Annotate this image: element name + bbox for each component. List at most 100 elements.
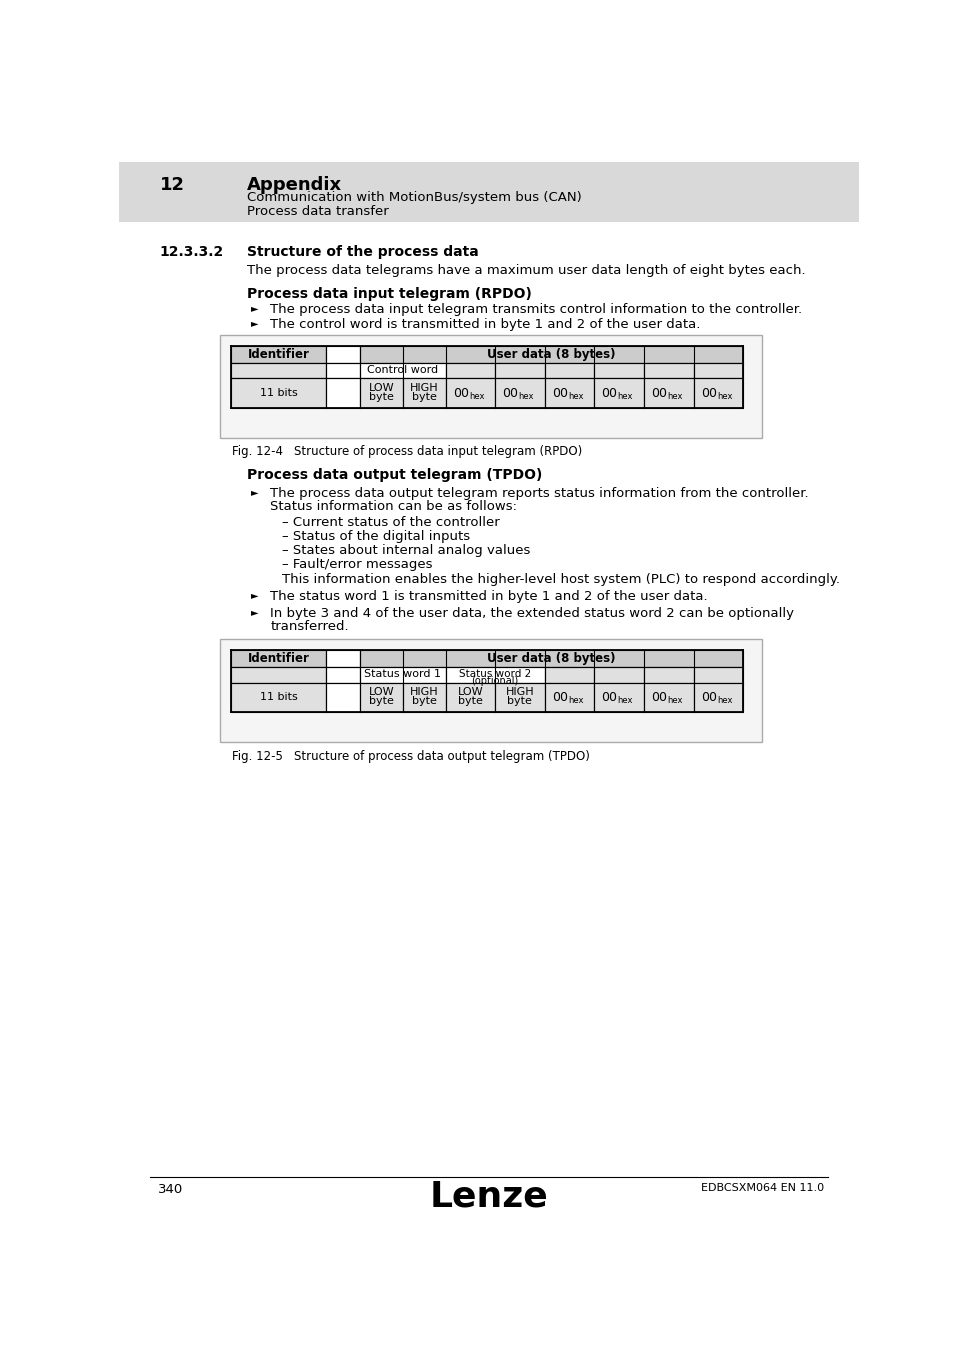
Text: The process data output telegram reports status information from the controller.: The process data output telegram reports… [270,487,808,500]
Bar [544,378,594,408]
Text: 00: 00 [601,691,617,703]
Text: hex: hex [617,392,633,401]
Text: 00: 00 [700,386,716,400]
Text: 00: 00 [552,691,567,703]
Bar [231,346,326,363]
Text: 12: 12 [159,176,184,194]
Text: ►: ► [251,590,258,601]
Text: User data (8 bytes): User data (8 bytes) [487,652,616,666]
Text: byte: byte [369,697,394,706]
Text: Control word: Control word [367,366,438,375]
Bar [326,667,360,683]
Bar [594,683,643,711]
Text: ►: ► [251,319,258,328]
Text: ►: ► [251,608,258,617]
Bar [231,378,326,408]
Bar [220,335,761,437]
Text: Identifier: Identifier [248,348,309,362]
Bar [220,640,761,741]
Text: hex: hex [567,392,583,401]
Text: Process data input telegram (RPDO): Process data input telegram (RPDO) [247,286,532,301]
Bar [693,363,742,378]
Bar [231,683,326,711]
Bar [643,378,693,408]
Text: Appendix: Appendix [247,176,342,194]
Text: Fig. 12-5: Fig. 12-5 [232,749,282,763]
Text: byte: byte [412,393,436,402]
Text: The process data telegrams have a maximum user data length of eight bytes each.: The process data telegrams have a maximu… [247,265,805,277]
Text: ►: ► [251,302,258,313]
Text: byte: byte [369,393,394,402]
Text: User data (8 bytes): User data (8 bytes) [487,348,616,362]
Bar [360,363,445,378]
Text: EDBCSXM064 EN 11.0: EDBCSXM064 EN 11.0 [700,1183,823,1193]
Bar [119,162,858,221]
Bar [231,363,326,378]
Bar [326,346,360,363]
Text: hex: hex [617,695,633,705]
Text: Communication with MotionBus/system bus (CAN): Communication with MotionBus/system bus … [247,192,581,204]
Bar [360,346,742,363]
Text: hex: hex [517,392,534,401]
Text: hex: hex [567,695,583,705]
Text: Fig. 12-4: Fig. 12-4 [232,446,282,459]
Bar [594,363,643,378]
Bar [326,683,360,711]
Bar [445,363,495,378]
Bar [445,683,495,711]
Text: LOW: LOW [369,687,394,697]
Text: This information enables the higher-level host system (PLC) to respond according: This information enables the higher-leve… [282,574,840,586]
Text: Status information can be as follows:: Status information can be as follows: [270,500,517,513]
Text: In byte 3 and 4 of the user data, the extended status word 2 can be optionally: In byte 3 and 4 of the user data, the ex… [270,608,794,620]
Text: (optional): (optional) [471,676,518,686]
Bar [360,651,742,667]
Text: – Current status of the controller: – Current status of the controller [282,516,499,529]
Bar [693,667,742,683]
Text: Structure of process data output telegram (TPDO): Structure of process data output telegra… [294,749,589,763]
Text: The control word is transmitted in byte 1 and 2 of the user data.: The control word is transmitted in byte … [270,319,700,331]
Text: byte: byte [412,697,436,706]
Text: – Status of the digital inputs: – Status of the digital inputs [282,531,470,543]
Text: HIGH: HIGH [410,383,438,393]
Text: 00: 00 [453,386,468,400]
Text: 12.3.3.2: 12.3.3.2 [159,246,224,259]
Bar [643,667,693,683]
Bar [402,683,445,711]
Bar [495,378,544,408]
Bar [326,363,360,378]
Text: 00: 00 [601,386,617,400]
Text: The status word 1 is transmitted in byte 1 and 2 of the user data.: The status word 1 is transmitted in byte… [270,590,707,603]
Bar [445,378,495,408]
Text: HIGH: HIGH [505,687,534,697]
Text: 00: 00 [651,691,666,703]
Bar [231,651,326,667]
Text: transferred.: transferred. [270,620,349,633]
Bar [643,363,693,378]
Text: hex: hex [716,695,732,705]
Text: LOW: LOW [457,687,482,697]
Text: 11 bits: 11 bits [259,387,297,398]
Text: Structure of the process data: Structure of the process data [247,246,478,259]
Bar [594,378,643,408]
Text: LOW: LOW [369,383,394,393]
Text: hex: hex [666,695,682,705]
Text: Structure of process data input telegram (RPDO): Structure of process data input telegram… [294,446,581,459]
Text: 11 bits: 11 bits [259,693,297,702]
Bar [693,378,742,408]
Bar [326,378,360,408]
Bar [360,378,402,408]
Text: hex: hex [666,392,682,401]
Bar [594,667,643,683]
Text: hex: hex [716,392,732,401]
Bar [544,683,594,711]
Text: Lenze: Lenze [429,1180,548,1214]
Text: Process data output telegram (TPDO): Process data output telegram (TPDO) [247,468,542,482]
Bar [360,683,402,711]
Text: Process data transfer: Process data transfer [247,205,389,219]
Bar [693,683,742,711]
Text: 00: 00 [552,386,567,400]
Bar [360,667,445,683]
Bar [643,683,693,711]
Text: Identifier: Identifier [248,652,309,666]
Bar [544,667,594,683]
